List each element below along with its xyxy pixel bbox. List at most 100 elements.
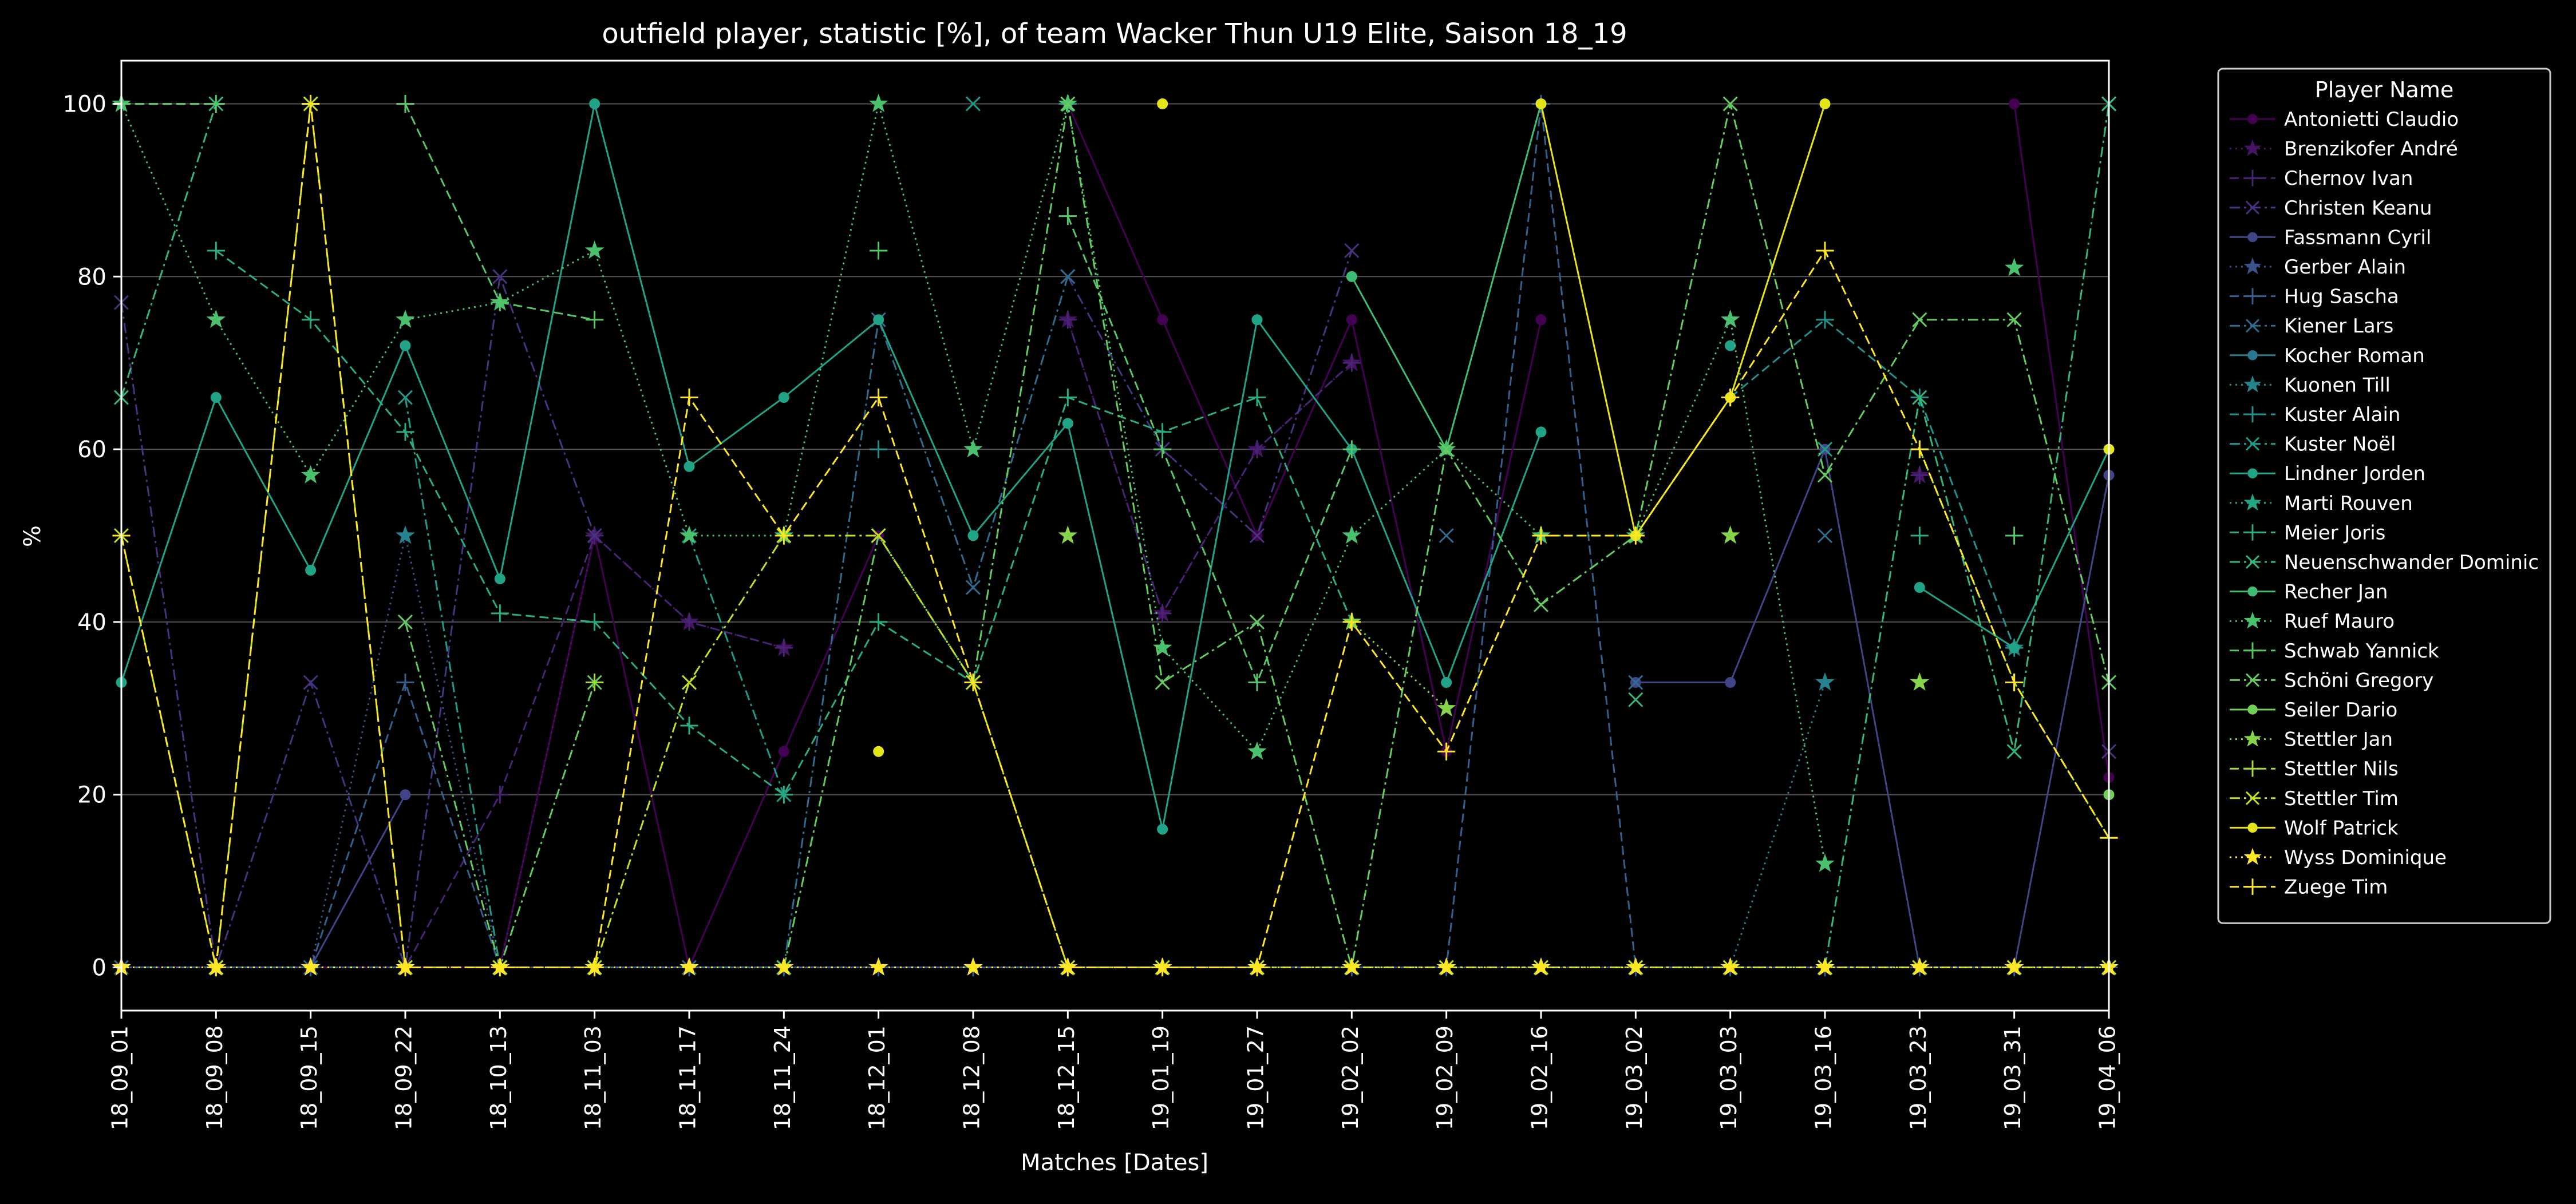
data-point [1815,853,1835,872]
data-point [396,673,414,692]
y-tick-label: 0 [92,955,106,981]
series-segment [1729,318,2016,648]
data-point [775,526,793,545]
x-tick-label: 19_01_27 [1243,1025,1269,1130]
data-point [1058,311,1077,329]
series-segment [404,397,501,968]
legend-item: Neuenschwander Dominic [2230,551,2539,574]
data-point [1721,388,1740,407]
data-point [586,958,604,977]
data-point [2004,258,2024,276]
legend-label: Antonietti Claudio [2284,108,2459,131]
legend-label: Hug Sascha [2284,286,2399,308]
data-point [774,957,794,976]
series-segment [1066,319,1353,616]
data-point [586,673,604,692]
series-segment [1066,319,1353,616]
x-tick-label: 18_11_24 [770,1025,795,1130]
data-point [1535,426,1547,438]
legend-item: Stettler Tim [2230,787,2399,810]
series-layer [112,93,2119,977]
data-point [2243,730,2262,747]
x-tick-label: 19_02_02 [1338,1025,1363,1130]
data-point [680,613,698,631]
legend-label: Brenzikofer André [2284,138,2458,161]
legend-item: Seiler Dario [2230,699,2397,722]
y-tick-label: 20 [77,782,106,809]
data-point [2245,555,2260,569]
data-point [683,461,695,472]
data-point [2243,611,2262,629]
data-point [1436,698,1456,717]
data-point [491,293,509,312]
y-tick-label: 60 [77,437,106,463]
data-point [2247,114,2258,124]
legend-label: Zuege Tim [2284,876,2388,899]
data-point [1342,354,1361,372]
data-point [302,94,320,113]
data-point [2243,375,2262,393]
data-point [1157,314,1168,326]
data-point [1910,466,1929,484]
data-point [2244,169,2261,187]
x-tick-label: 18_11_03 [580,1025,606,1130]
data-point [1533,597,1549,612]
data-point [1153,423,1172,441]
series-segment [120,104,1542,830]
data-point [1346,314,1357,326]
data-point [1725,340,1736,351]
data-point [873,746,884,757]
data-point [1060,96,1076,112]
legend-label: Kocher Roman [2284,344,2425,367]
data-point [2247,232,2258,243]
x-tick-label: 18_10_13 [486,1025,511,1130]
data-point [2243,257,2262,275]
legend: Player Name Antonietti Claudio Brenzikofe… [2217,68,2551,924]
data-point [1342,440,1361,458]
data-point [2245,791,2260,805]
legend-item: Hug Sascha [2230,286,2399,308]
legend-label: Gerber Alain [2284,256,2406,279]
data-point [2243,493,2262,510]
legend-item: Ruef Mauro [2230,610,2395,633]
data-point [396,94,414,113]
legend-label: Kuonen Till [2284,374,2391,397]
series-segment [1824,104,2110,968]
data-point [2245,437,2260,451]
legend-frame [2217,68,2551,924]
data-point [1439,442,1454,457]
x-tick-label: 19_03_02 [1622,1025,1647,1130]
data-point [396,958,414,977]
data-point [963,957,983,976]
legend-label: Stettler Tim [2284,787,2399,810]
data-point [1535,314,1547,326]
x-axis-label: Matches [Dates] [1021,1150,1208,1176]
legend-item: Zuege Tim [2230,876,2388,899]
data-point [491,604,509,623]
data-point [303,675,318,690]
data-point [679,525,699,544]
legend-label: Marti Rouven [2284,492,2413,515]
data-point [2006,744,2022,759]
data-point [207,241,225,260]
legend-item: Stettler Nils [2230,758,2399,781]
data-point [868,957,888,976]
legend-item: Christen Keanu [2230,197,2432,220]
data-point [396,310,415,328]
y-tick-label: 40 [77,609,106,636]
data-point [1251,314,1263,326]
legend-label: Stettler Nils [2284,758,2399,781]
data-point [870,613,888,631]
data-point [1720,309,1740,328]
data-point [1628,692,1643,707]
data-point [1249,614,1265,629]
legend-item: Kocher Roman [2230,344,2425,367]
data-point [494,573,505,584]
data-point [2009,642,2020,654]
data-point [2244,524,2261,541]
data-point [206,309,226,328]
legend-item: Brenzikofer André [2230,138,2458,161]
data-point [871,528,886,544]
data-point [1626,957,1646,976]
x-tick-label: 18_12_15 [1054,1025,1079,1130]
